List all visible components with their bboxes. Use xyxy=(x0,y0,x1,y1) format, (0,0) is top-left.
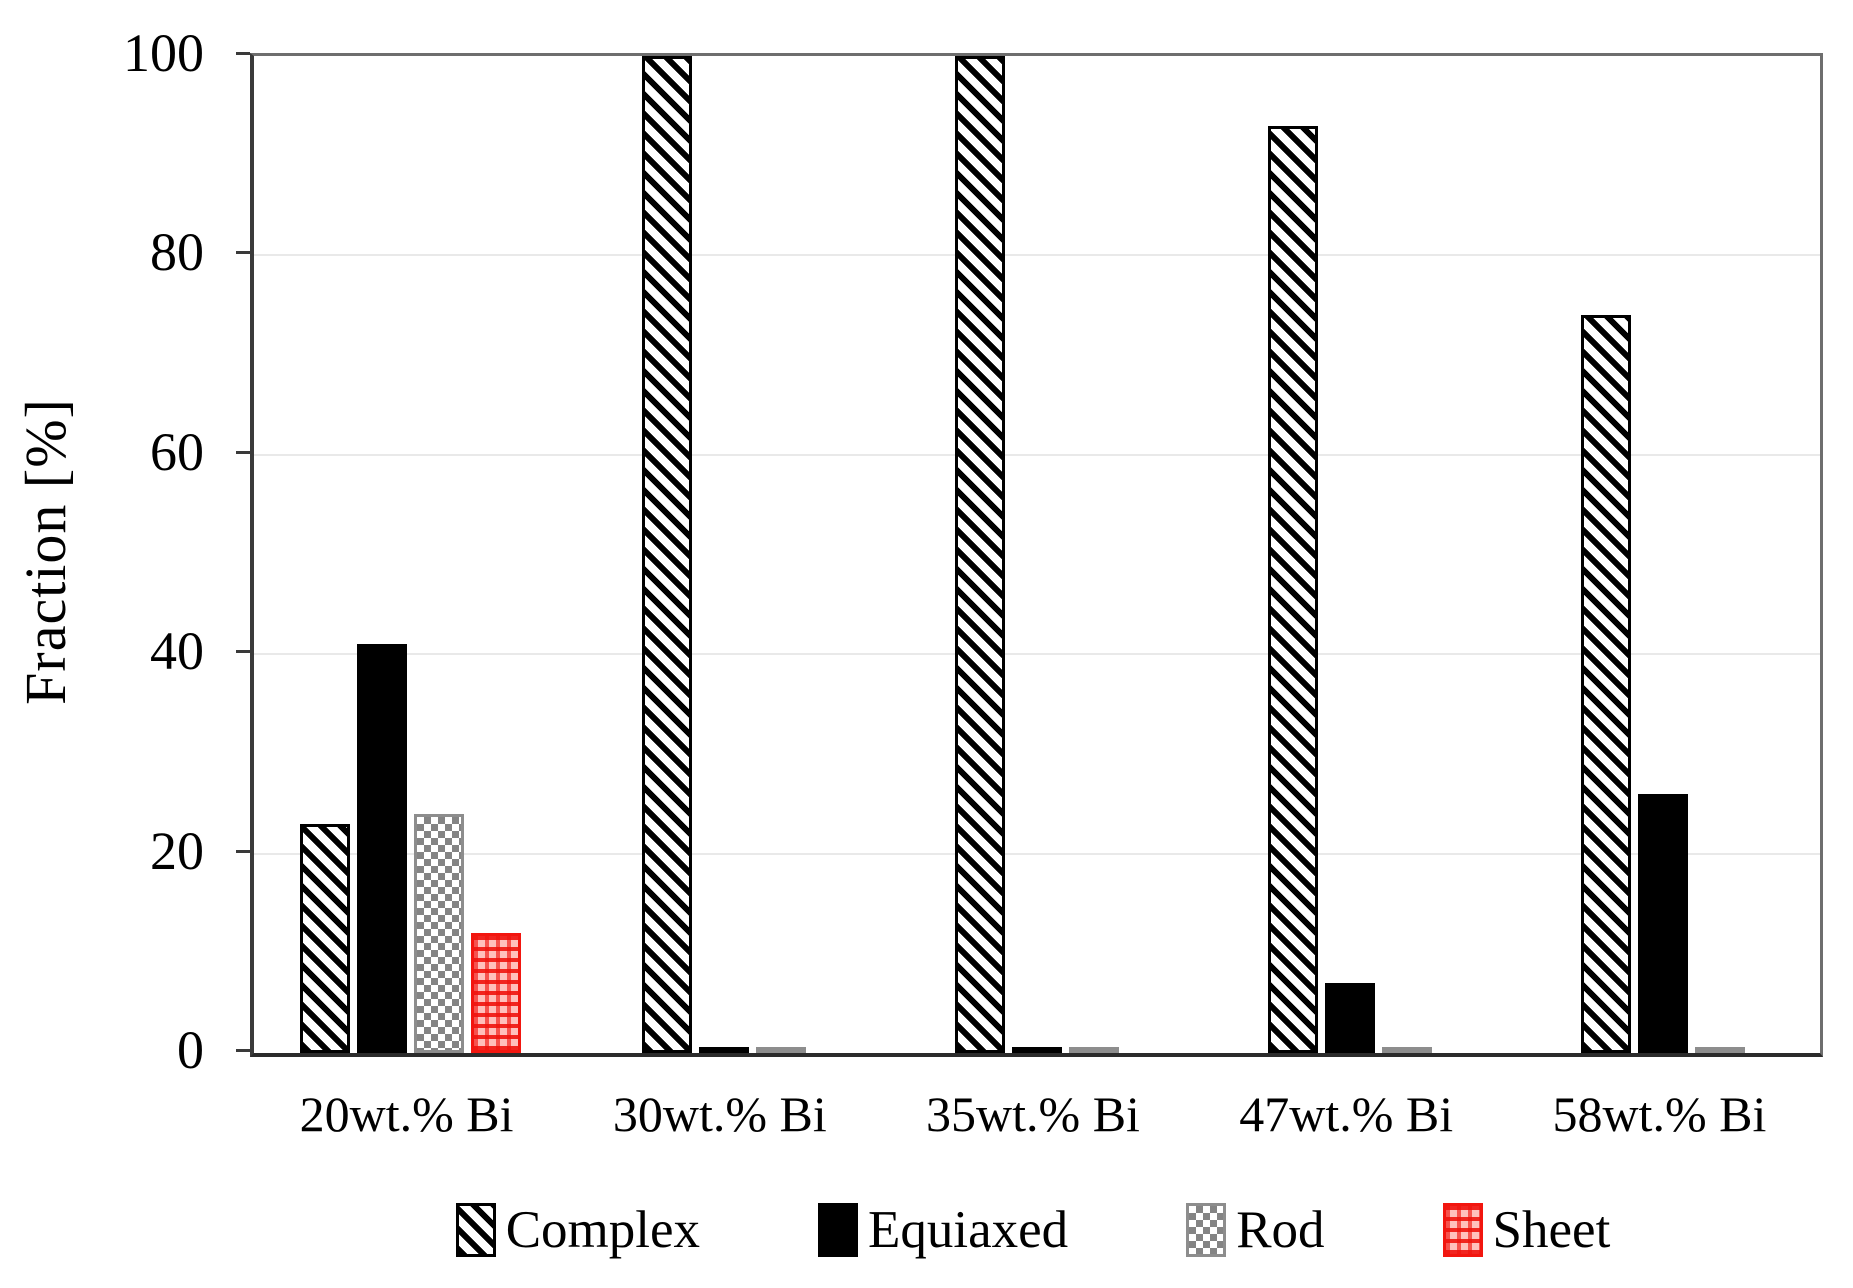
bar-rod-58wt-bi xyxy=(1695,1047,1746,1053)
y-tick-0 xyxy=(236,1049,250,1052)
legend-swatch-sheet xyxy=(1442,1203,1483,1257)
bar-equiaxed-35wt-bi xyxy=(1012,1047,1062,1053)
plot-area xyxy=(250,53,1823,1057)
gridline-60 xyxy=(254,453,1820,456)
y-tick-label-40: 40 xyxy=(150,621,204,682)
bar-equiaxed-47wt-bi xyxy=(1325,983,1376,1053)
legend-swatch-equiaxed xyxy=(818,1203,859,1257)
y-tick-60 xyxy=(236,450,250,454)
bar-group-47wt-bi xyxy=(1194,56,1507,1053)
bar-rod-30wt-bi xyxy=(755,1047,806,1053)
bar-sheet-20wt-bi xyxy=(471,933,522,1053)
bar-rod-47wt-bi xyxy=(1382,1047,1433,1053)
y-tick-label-80: 80 xyxy=(150,222,204,283)
x-category-label-58wt-bi: 58wt.% Bi xyxy=(1552,1086,1767,1142)
legend-label-rod: Rod xyxy=(1236,1201,1325,1259)
gridline-40 xyxy=(254,653,1820,656)
bar-complex-35wt-bi xyxy=(955,56,1005,1053)
bar-equiaxed-20wt-bi xyxy=(357,644,408,1053)
legend-swatch-complex xyxy=(455,1203,496,1257)
legend-item-equiaxed: Equiaxed xyxy=(818,1200,1068,1260)
legend-item-sheet: Sheet xyxy=(1442,1200,1611,1260)
x-category-label-35wt-bi: 35wt.% Bi xyxy=(926,1086,1140,1142)
bar-complex-47wt-bi xyxy=(1268,125,1319,1053)
bar-complex-30wt-bi xyxy=(641,56,692,1053)
y-tick-label-60: 60 xyxy=(150,421,204,482)
x-category-label-47wt-bi: 47wt.% Bi xyxy=(1239,1086,1454,1142)
bar-rod-20wt-bi xyxy=(414,813,465,1053)
bar-group-58wt-bi xyxy=(1507,56,1820,1053)
legend-label-complex: Complex xyxy=(505,1201,701,1259)
x-axis-labels: 20wt.% Bi 30wt.% Bi 35wt.% Bi 47wt.% Bi 58wt… xyxy=(250,1084,1816,1144)
gridline-80 xyxy=(254,254,1820,257)
y-tick-label-0: 0 xyxy=(177,1020,204,1080)
y-axis-title: Fraction [%] xyxy=(6,53,84,1050)
gridline-20 xyxy=(254,852,1820,855)
bar-equiaxed-30wt-bi xyxy=(698,1047,749,1053)
bar-group-35wt-bi xyxy=(880,56,1193,1053)
legend-label-sheet: Sheet xyxy=(1492,1201,1611,1259)
x-category-label-30wt-bi: 30wt.% Bi xyxy=(612,1086,827,1142)
bar-complex-58wt-bi xyxy=(1581,315,1632,1053)
bars-layer xyxy=(254,56,1820,1053)
bar-equiaxed-58wt-bi xyxy=(1638,793,1689,1053)
bar-group-20wt-bi xyxy=(254,56,567,1053)
bar-rod-35wt-bi xyxy=(1069,1047,1119,1053)
legend-item-complex: Complex xyxy=(455,1200,701,1260)
y-tick-label-20: 20 xyxy=(150,820,204,881)
y-tick-100 xyxy=(236,52,250,55)
y-tick-20 xyxy=(236,849,250,853)
legend-label-equiaxed: Equiaxed xyxy=(868,1201,1069,1259)
y-tick-80 xyxy=(236,251,250,255)
legend: Complex Equiaxed Rod Sheet xyxy=(250,1200,1816,1260)
bar-complex-20wt-bi xyxy=(300,823,351,1053)
legend-swatch-rod xyxy=(1186,1203,1227,1257)
y-tick-label-100: 100 xyxy=(123,23,204,83)
y-tick-40 xyxy=(236,650,250,654)
bar-group-30wt-bi xyxy=(567,56,880,1053)
x-category-label-20wt-bi: 20wt.% Bi xyxy=(299,1086,514,1142)
legend-item-rod: Rod xyxy=(1186,1200,1325,1260)
